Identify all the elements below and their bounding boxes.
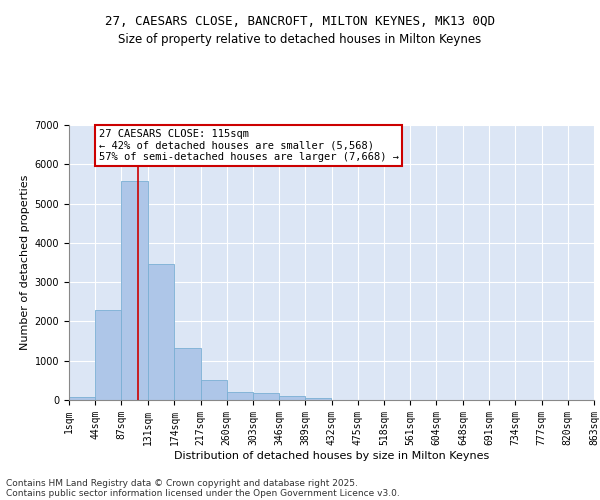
Bar bbox=[175, 348, 200, 400]
Bar bbox=[227, 392, 253, 400]
Text: Size of property relative to detached houses in Milton Keynes: Size of property relative to detached ho… bbox=[118, 32, 482, 46]
Bar bbox=[121, 181, 148, 400]
Text: Contains HM Land Registry data © Crown copyright and database right 2025.: Contains HM Land Registry data © Crown c… bbox=[6, 478, 358, 488]
Text: 27 CAESARS CLOSE: 115sqm
← 42% of detached houses are smaller (5,568)
57% of sem: 27 CAESARS CLOSE: 115sqm ← 42% of detach… bbox=[99, 129, 399, 162]
Bar bbox=[69, 397, 95, 400]
Text: Contains public sector information licensed under the Open Government Licence v3: Contains public sector information licen… bbox=[6, 488, 400, 498]
Bar bbox=[279, 396, 305, 400]
Bar bbox=[253, 393, 279, 400]
Bar bbox=[200, 380, 227, 400]
X-axis label: Distribution of detached houses by size in Milton Keynes: Distribution of detached houses by size … bbox=[174, 450, 489, 460]
Bar bbox=[95, 310, 121, 400]
Text: 27, CAESARS CLOSE, BANCROFT, MILTON KEYNES, MK13 0QD: 27, CAESARS CLOSE, BANCROFT, MILTON KEYN… bbox=[105, 15, 495, 28]
Y-axis label: Number of detached properties: Number of detached properties bbox=[20, 175, 31, 350]
Bar bbox=[148, 264, 175, 400]
Bar bbox=[305, 398, 331, 400]
